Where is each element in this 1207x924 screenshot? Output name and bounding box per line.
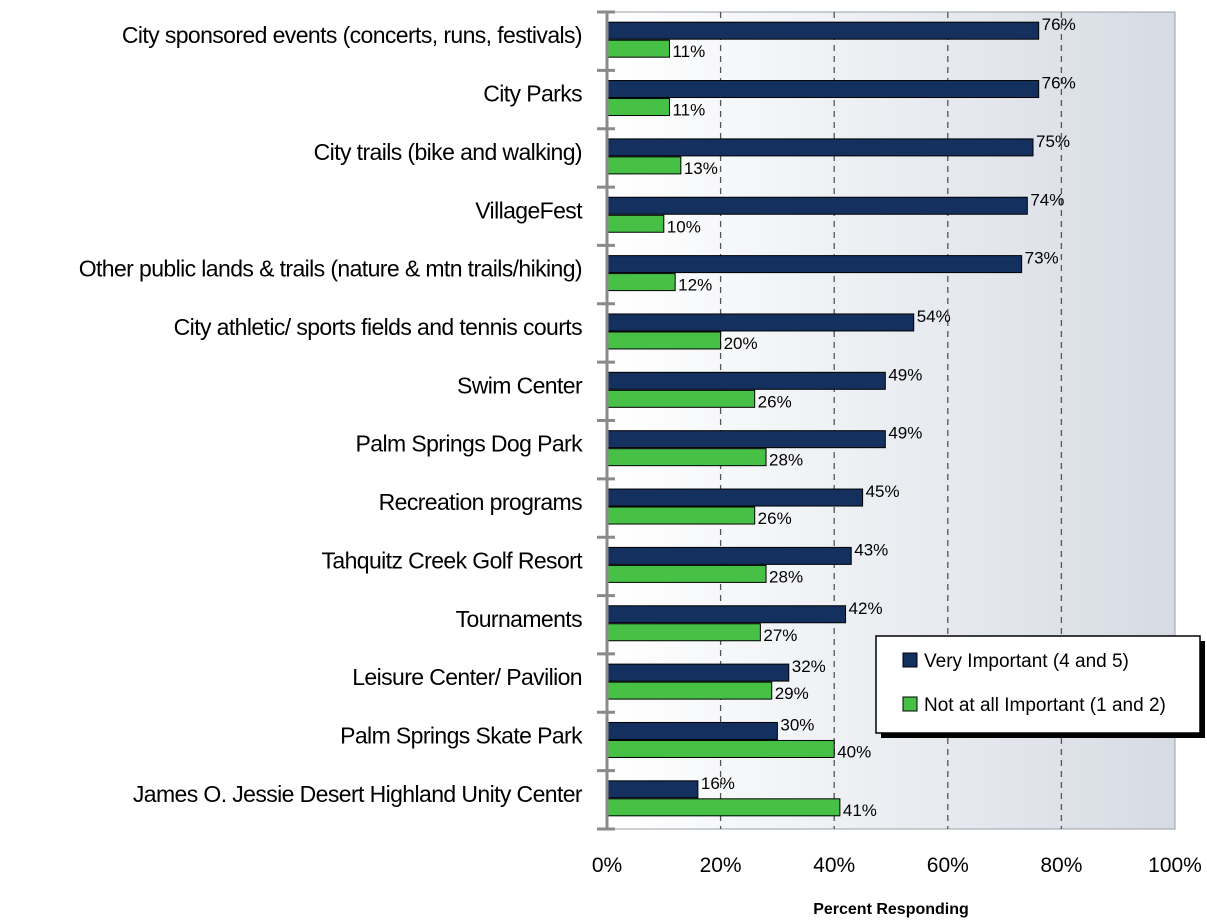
data-label-not-important-4: 12% xyxy=(678,276,712,295)
category-labels: City sponsored events (concerts, runs, f… xyxy=(79,22,584,807)
bar-not-important-6 xyxy=(606,389,756,408)
data-label-not-important-6: 26% xyxy=(758,392,792,411)
data-label-very-important-4: 73% xyxy=(1025,249,1059,268)
data-label-not-important-0: 11% xyxy=(672,42,705,61)
bar-very-important-8 xyxy=(606,488,864,507)
data-label-not-important-2: 13% xyxy=(684,159,718,178)
bar-very-important-3 xyxy=(606,196,1028,215)
bar-not-important-1 xyxy=(606,98,670,117)
bar-very-important-6 xyxy=(606,371,886,390)
x-tick-label-60: 60% xyxy=(927,854,969,877)
data-label-not-important-5: 20% xyxy=(724,334,758,353)
bar-very-important-9 xyxy=(606,546,852,565)
legend-box xyxy=(875,635,1201,734)
bar-not-important-3 xyxy=(606,214,665,233)
bar-not-important-12 xyxy=(606,739,835,758)
bar-very-important-7 xyxy=(606,430,886,449)
bar-very-important-11 xyxy=(606,663,790,682)
category-label-12: Palm Springs Skate Park xyxy=(340,722,583,748)
legend-swatch-not-important xyxy=(902,696,918,712)
bar-very-important-2 xyxy=(606,138,1034,157)
data-label-very-important-1: 76% xyxy=(1042,74,1076,93)
bar-very-important-1 xyxy=(606,80,1040,99)
category-label-13: James O. Jessie Desert Highland Unity Ce… xyxy=(133,781,583,807)
bar-very-important-13 xyxy=(606,780,699,799)
data-label-very-important-9: 43% xyxy=(854,540,888,559)
data-label-very-important-11: 32% xyxy=(792,657,826,676)
data-label-not-important-9: 28% xyxy=(769,567,803,586)
bar-not-important-7 xyxy=(606,448,767,467)
data-label-not-important-8: 26% xyxy=(758,509,792,528)
data-label-not-important-7: 28% xyxy=(769,451,803,470)
category-label-5: City athletic/ sports fields and tennis … xyxy=(174,314,582,340)
legend-label-not-important: Not at all Important (1 and 2) xyxy=(924,695,1166,716)
bar-not-important-9 xyxy=(606,564,767,583)
x-tick-label-80: 80% xyxy=(1040,854,1082,877)
bar-not-important-0 xyxy=(606,39,670,58)
x-tick-label-0: 0% xyxy=(592,854,622,877)
category-label-4: Other public lands & trails (nature & mt… xyxy=(79,256,582,282)
category-label-9: Tahquitz Creek Golf Resort xyxy=(321,547,583,573)
bar-not-important-13 xyxy=(606,798,841,817)
bar-very-important-12 xyxy=(606,721,778,740)
bar-not-important-2 xyxy=(606,156,682,175)
category-label-3: VillageFest xyxy=(475,197,583,223)
bar-not-important-8 xyxy=(606,506,756,525)
bar-very-important-10 xyxy=(606,605,847,624)
category-label-0: City sponsored events (concerts, runs, f… xyxy=(122,22,582,48)
legend-label-very-important: Very Important (4 and 5) xyxy=(924,651,1129,672)
data-label-not-important-11: 29% xyxy=(775,684,809,703)
data-label-not-important-13: 41% xyxy=(843,801,877,820)
x-tick-label-100: 100% xyxy=(1148,854,1202,877)
bar-not-important-5 xyxy=(606,331,722,350)
category-label-10: Tournaments xyxy=(456,606,582,632)
y-axis xyxy=(597,10,615,831)
data-label-very-important-10: 42% xyxy=(849,599,883,618)
category-label-7: Palm Springs Dog Park xyxy=(356,431,584,457)
data-label-very-important-5: 54% xyxy=(917,307,951,326)
category-label-6: Swim Center xyxy=(457,372,583,398)
data-label-very-important-7: 49% xyxy=(888,424,922,443)
bar-very-important-5 xyxy=(606,313,915,332)
category-label-11: Leisure Center/ Pavilion xyxy=(352,664,582,690)
data-label-very-important-8: 45% xyxy=(866,482,900,501)
x-axis-title: Percent Responding xyxy=(813,901,969,918)
category-label-1: City Parks xyxy=(483,81,582,107)
bar-not-important-10 xyxy=(606,623,761,642)
data-label-very-important-13: 16% xyxy=(701,774,735,793)
bar-not-important-4 xyxy=(606,273,676,292)
x-tick-label-40: 40% xyxy=(813,854,855,877)
data-label-not-important-1: 11% xyxy=(672,101,705,120)
data-label-very-important-0: 76% xyxy=(1042,15,1076,34)
data-label-not-important-10: 27% xyxy=(763,626,797,645)
x-tick-labels: 0% 20% 40% 60% 80% 100% xyxy=(592,854,1202,877)
x-tick-label-20: 20% xyxy=(700,854,742,877)
legend: Very Important (4 and 5) Not at all Impo… xyxy=(875,635,1205,738)
data-label-very-important-2: 75% xyxy=(1036,132,1070,151)
data-label-very-important-3: 74% xyxy=(1030,190,1064,209)
category-label-8: Recreation programs xyxy=(379,489,582,515)
data-label-very-important-6: 49% xyxy=(888,365,922,384)
bar-not-important-11 xyxy=(606,681,773,700)
data-label-very-important-12: 30% xyxy=(780,715,814,734)
bar-very-important-0 xyxy=(606,21,1040,40)
bars: 76% 11% 76% 11% 75% 13% 74% 10% 73% 12% 54% 20% 49% 2… xyxy=(606,15,1076,820)
data-label-not-important-12: 40% xyxy=(837,742,871,761)
category-label-2: City trails (bike and walking) xyxy=(314,139,582,165)
legend-swatch-very-important xyxy=(902,652,918,668)
bar-very-important-4 xyxy=(606,255,1023,274)
data-label-not-important-3: 10% xyxy=(667,217,701,236)
